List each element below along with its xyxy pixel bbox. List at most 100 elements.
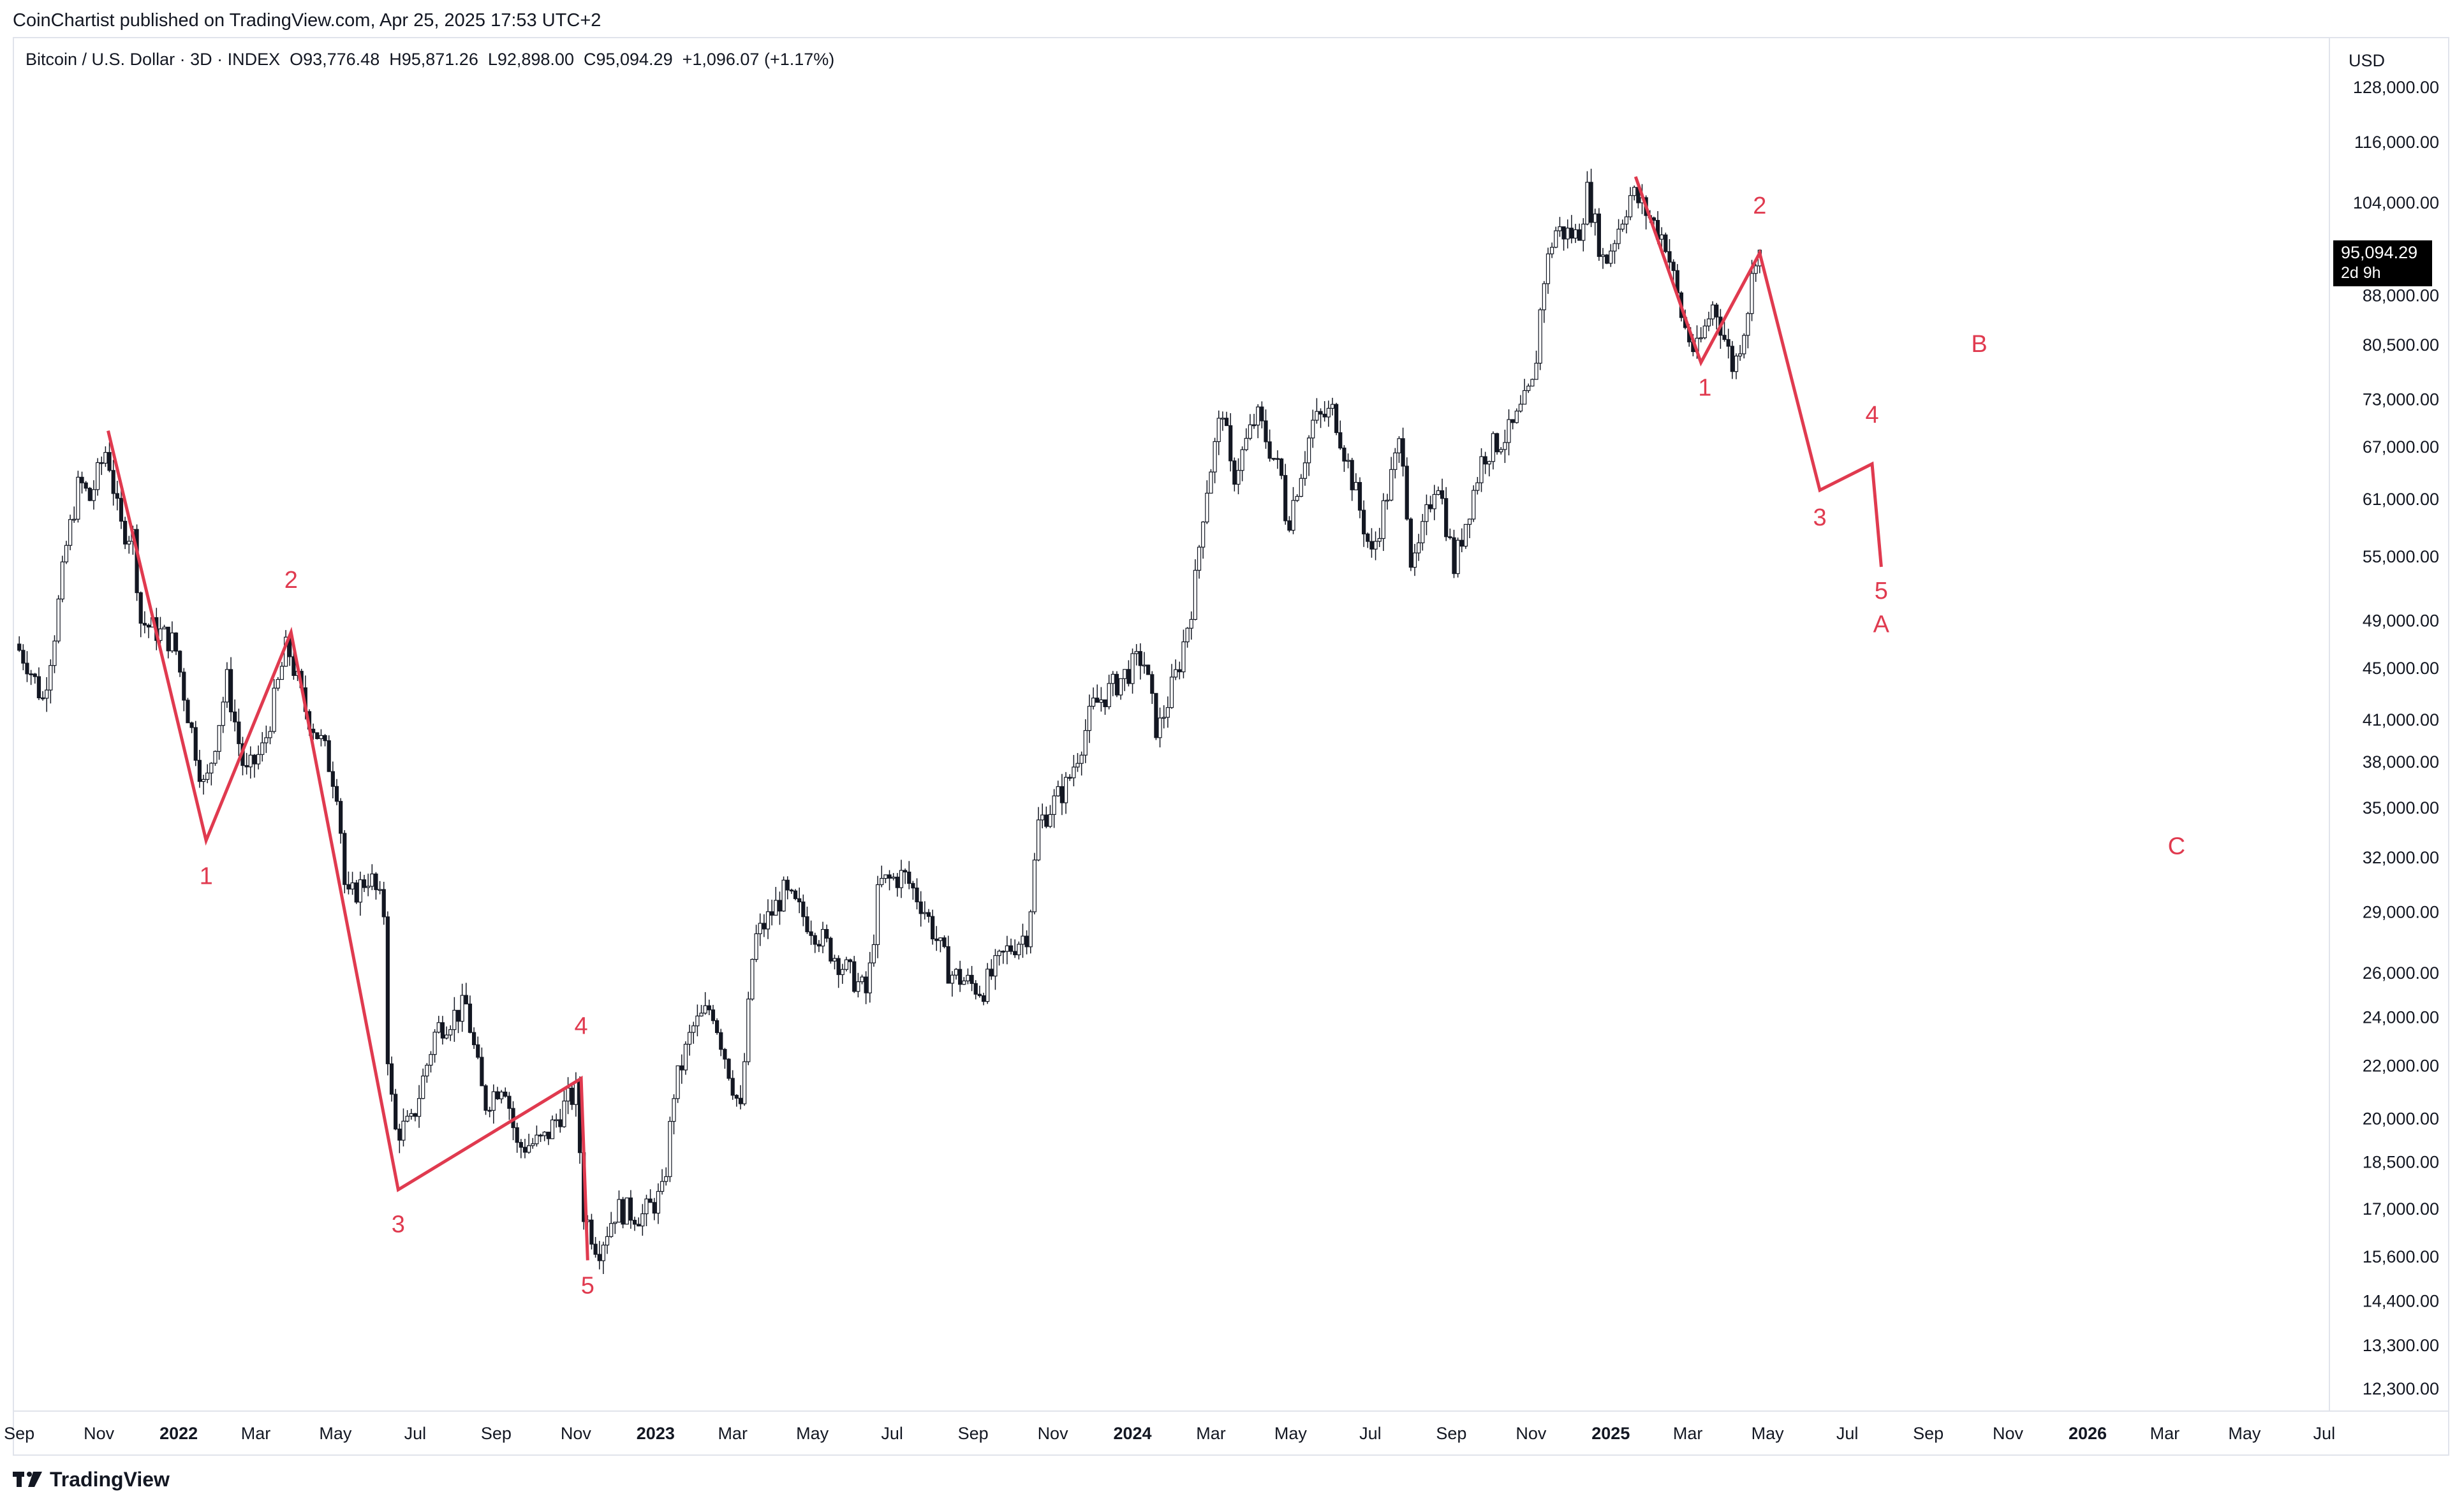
wave-label: 4 bbox=[574, 1013, 587, 1039]
candle-body bbox=[632, 1220, 637, 1225]
candle-body bbox=[1632, 187, 1637, 196]
candle-body bbox=[33, 673, 37, 677]
candle-body bbox=[264, 737, 269, 743]
candle-body bbox=[311, 728, 316, 733]
candle-body bbox=[170, 633, 174, 652]
symbol-legend[interactable]: Bitcoin / U.S. Dollar · 3D · INDEX O93,7… bbox=[26, 50, 835, 69]
candle-body bbox=[558, 1119, 563, 1127]
candle-body bbox=[797, 898, 802, 903]
currency-label[interactable]: USD bbox=[2349, 51, 2386, 70]
candle-body bbox=[973, 983, 978, 995]
candle-body bbox=[40, 697, 45, 699]
candle-body bbox=[589, 1219, 594, 1245]
candle-body bbox=[531, 1143, 535, 1146]
candle-body bbox=[926, 912, 931, 917]
candle-body bbox=[1507, 419, 1511, 443]
candle-body bbox=[327, 740, 331, 772]
price-axis[interactable]: 128,000.00 116,000.00 104,000.00 88,000.00 8… bbox=[2353, 78, 2439, 1398]
candle-body bbox=[887, 874, 892, 879]
price-tick-label: 32,000.00 bbox=[2363, 848, 2439, 867]
candle-body bbox=[268, 731, 272, 738]
candle-body bbox=[637, 1224, 641, 1227]
candle-body bbox=[197, 759, 202, 782]
candle-body bbox=[550, 1119, 555, 1139]
candle-body bbox=[1291, 500, 1295, 531]
candle-body bbox=[205, 772, 210, 780]
candle-body bbox=[871, 944, 876, 963]
candle-body bbox=[64, 545, 69, 562]
candle-body bbox=[213, 750, 218, 764]
candle-body bbox=[770, 911, 774, 916]
candle-body bbox=[354, 882, 358, 903]
candle-body bbox=[127, 541, 131, 545]
candle-body bbox=[233, 711, 237, 722]
candle-body bbox=[1260, 406, 1264, 421]
candle-body bbox=[1295, 495, 1299, 501]
candle-body bbox=[1256, 406, 1260, 426]
candle-body bbox=[891, 876, 896, 879]
candle-body bbox=[1334, 404, 1339, 434]
chart-frame[interactable] bbox=[13, 37, 2449, 1456]
candle-body bbox=[291, 656, 296, 676]
candle-body bbox=[1059, 786, 1065, 803]
candle-body bbox=[421, 1075, 425, 1099]
wave-label: 1 bbox=[1698, 374, 1711, 401]
candle-body bbox=[1494, 433, 1500, 453]
candle-body bbox=[100, 462, 104, 464]
candle-body bbox=[72, 518, 77, 521]
candle-body bbox=[691, 1025, 696, 1033]
candle-body bbox=[182, 671, 186, 701]
candle-body bbox=[719, 1032, 723, 1050]
candle-body bbox=[1373, 541, 1378, 550]
candle-body bbox=[1722, 335, 1727, 340]
candle-body bbox=[1357, 481, 1362, 511]
price-tick-label: 26,000.00 bbox=[2363, 963, 2439, 983]
time-axis[interactable]: Sep Nov 2022 Mar May Jul Sep Nov 2023 Mar May Jul Se… bbox=[4, 1424, 2335, 1443]
candle-body bbox=[907, 871, 911, 884]
price-tick-label: 88,000.00 bbox=[2363, 286, 2439, 305]
candle-body bbox=[440, 1022, 445, 1039]
candle-body bbox=[664, 1176, 668, 1182]
candle-body bbox=[1518, 404, 1523, 412]
candle-body bbox=[1110, 673, 1115, 684]
candle-body bbox=[91, 489, 96, 501]
time-tick-label: Sep bbox=[1913, 1424, 1944, 1443]
candle-body bbox=[1063, 777, 1068, 803]
candle-body bbox=[1377, 538, 1382, 542]
candle-body bbox=[1150, 674, 1155, 694]
candle-body bbox=[1440, 490, 1445, 499]
candle-body bbox=[1667, 251, 1672, 263]
candle-body bbox=[1597, 213, 1601, 257]
candle-body bbox=[1605, 254, 1609, 264]
tradingview-brand[interactable]: TradingView bbox=[13, 1467, 170, 1492]
candle-body bbox=[1095, 698, 1100, 703]
candle-body bbox=[1174, 669, 1178, 678]
candle-body bbox=[436, 1022, 441, 1033]
candle-body bbox=[1013, 951, 1017, 956]
last-price-value: 95,094.29 bbox=[2341, 243, 2417, 262]
candle-body bbox=[820, 928, 825, 947]
candle-body bbox=[1369, 541, 1374, 550]
candle-body bbox=[45, 689, 49, 699]
candle-body bbox=[648, 1198, 653, 1203]
candle-body bbox=[609, 1223, 614, 1237]
candle-body bbox=[1730, 346, 1734, 372]
candle-body bbox=[829, 937, 833, 962]
candle-body bbox=[1162, 717, 1166, 719]
candle-body bbox=[915, 888, 919, 903]
candle-body bbox=[1412, 552, 1417, 568]
candle-body bbox=[844, 959, 849, 970]
time-tick-label: Jul bbox=[404, 1424, 427, 1443]
candle-body bbox=[1510, 419, 1515, 423]
candle-body bbox=[1499, 449, 1503, 453]
candle-body bbox=[319, 735, 323, 740]
candle-body bbox=[652, 1202, 656, 1214]
candle-body bbox=[1346, 460, 1350, 462]
candle-body bbox=[1318, 411, 1323, 415]
time-tick-label: Jul bbox=[2313, 1424, 2336, 1443]
candle-body bbox=[1103, 699, 1107, 707]
price-tick-label: 104,000.00 bbox=[2353, 193, 2439, 212]
price-tick-label: 29,000.00 bbox=[2363, 903, 2439, 922]
candle-body bbox=[358, 879, 362, 903]
